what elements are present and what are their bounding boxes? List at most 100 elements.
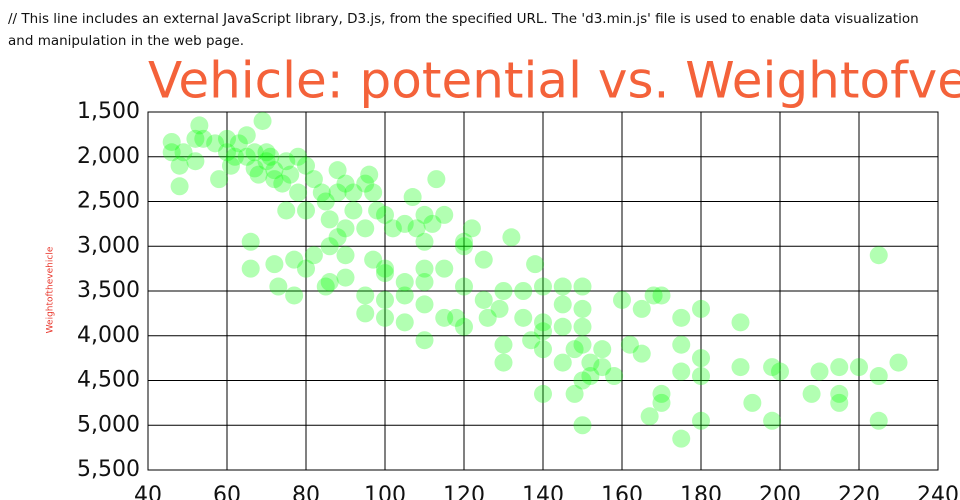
point <box>407 219 426 238</box>
point <box>320 273 339 292</box>
point <box>368 201 387 220</box>
point <box>427 170 446 189</box>
point <box>502 228 521 247</box>
point <box>336 174 355 193</box>
point <box>356 219 375 238</box>
x-tick-label: 140 <box>522 483 564 500</box>
point <box>344 183 363 202</box>
point <box>395 273 414 292</box>
x-tick-label: 80 <box>292 483 320 500</box>
point <box>514 308 533 327</box>
header-note: // This line includes an external JavaSc… <box>8 11 919 49</box>
point <box>810 362 829 381</box>
point <box>225 147 244 166</box>
point <box>186 129 205 148</box>
point <box>573 317 592 336</box>
point <box>415 273 434 292</box>
point <box>763 358 782 377</box>
point <box>534 340 552 359</box>
point <box>850 358 868 377</box>
y-axis-label: Weightofthevehicle <box>46 246 56 333</box>
point <box>289 183 308 202</box>
point <box>356 286 375 305</box>
point <box>273 174 292 193</box>
point <box>336 246 355 265</box>
point <box>237 147 256 166</box>
point <box>573 299 592 318</box>
point <box>257 143 276 162</box>
point <box>573 277 592 296</box>
point <box>210 170 229 189</box>
point <box>316 192 335 211</box>
point <box>344 201 363 220</box>
point <box>221 156 240 175</box>
point <box>356 174 375 193</box>
point <box>830 358 849 377</box>
point <box>474 250 493 269</box>
point <box>522 331 541 350</box>
x-tick-label: 40 <box>134 483 162 500</box>
point <box>731 358 750 377</box>
point <box>218 129 236 148</box>
x-tick-label: 180 <box>680 483 722 500</box>
point <box>186 152 205 171</box>
point <box>802 384 821 403</box>
point <box>605 367 624 386</box>
point <box>415 232 434 251</box>
point <box>743 393 762 412</box>
point <box>672 429 691 448</box>
point <box>869 367 888 386</box>
point <box>632 299 651 318</box>
y-tick-label: 2,500 <box>77 189 140 214</box>
point <box>162 132 181 151</box>
point <box>289 147 308 166</box>
point <box>593 358 612 377</box>
x-tick-label: 220 <box>838 483 880 500</box>
point <box>435 308 454 327</box>
point <box>206 134 225 153</box>
point <box>652 286 671 305</box>
point <box>403 188 422 207</box>
point <box>763 411 782 430</box>
point <box>190 116 209 135</box>
x-tick-label: 60 <box>213 483 241 500</box>
point <box>672 362 691 381</box>
point <box>320 210 339 229</box>
point <box>277 201 296 220</box>
point <box>229 134 248 153</box>
point <box>316 277 335 296</box>
point <box>478 308 497 327</box>
point <box>652 384 671 403</box>
point <box>573 416 592 435</box>
point <box>336 268 355 287</box>
point <box>237 126 256 145</box>
point <box>869 246 888 265</box>
point <box>170 156 189 175</box>
point <box>672 308 691 327</box>
point <box>553 353 572 372</box>
point <box>455 277 473 296</box>
point <box>474 290 493 309</box>
point <box>376 205 394 224</box>
point <box>692 299 710 318</box>
point <box>830 393 849 412</box>
point <box>265 255 284 274</box>
point <box>253 111 272 130</box>
point <box>534 384 552 403</box>
point <box>692 367 710 386</box>
point <box>565 340 584 359</box>
point <box>415 205 434 224</box>
x-tick-label: 160 <box>601 483 643 500</box>
point <box>620 335 639 354</box>
point <box>553 295 572 314</box>
point <box>320 237 339 256</box>
y-tick-label: 4,000 <box>77 323 140 348</box>
point <box>455 317 473 336</box>
chart-title: Vehicle: potential vs. Weightofvehi <box>148 52 960 110</box>
point <box>218 143 236 162</box>
point <box>265 170 284 189</box>
point <box>494 335 513 354</box>
y-tick-label: 4,500 <box>77 368 140 393</box>
plot-frame <box>147 111 939 471</box>
